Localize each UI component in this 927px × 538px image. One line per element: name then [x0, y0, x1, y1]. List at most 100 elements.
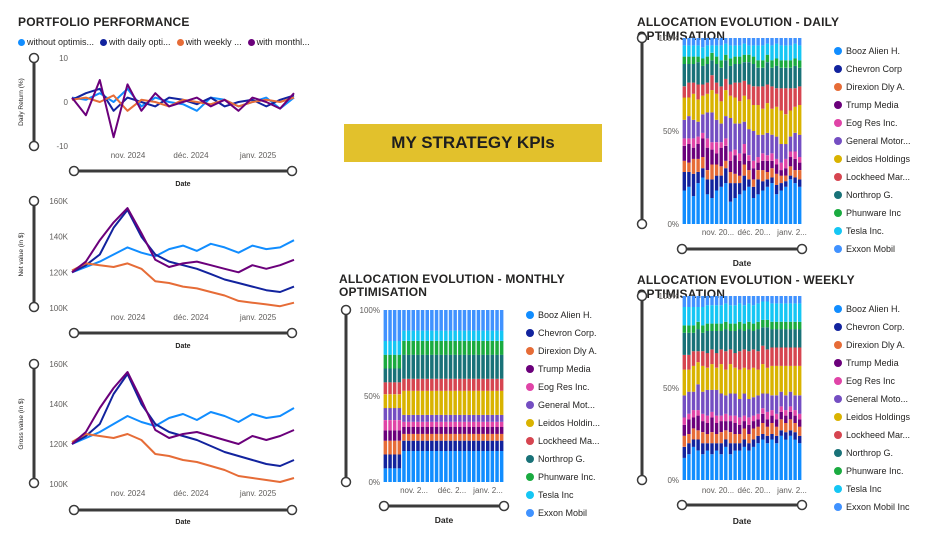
bar-segment [798, 435, 802, 444]
bar-segment [728, 38, 733, 46]
monthly-allocation-chart[interactable]: 100% 50% 0% nov. 2... déc. 2... janv. 2... Dat… [334, 300, 534, 532]
bar-segment [774, 194, 779, 224]
legend-dot-icon [834, 137, 842, 145]
bar-segment [793, 43, 797, 59]
legend-item[interactable]: Leidos Holdings [834, 408, 910, 426]
legend-item[interactable]: Eog Res Inc [834, 372, 910, 390]
legend-item[interactable]: Direxion Dly A. [526, 342, 600, 360]
bar-segment [719, 38, 723, 46]
bar-segment [756, 329, 760, 352]
legend-item[interactable]: Eog Res Inc. [526, 378, 600, 396]
bar-segment [738, 321, 742, 330]
bar-segment [402, 378, 406, 391]
legend-item[interactable]: Northrop G. [834, 444, 910, 462]
legend-item[interactable]: without optimis... [18, 37, 94, 47]
bar-segment [719, 421, 723, 433]
legend-item[interactable]: Lockheed Ma... [526, 432, 600, 450]
bar-segment [476, 390, 481, 415]
bar-segment [728, 58, 733, 66]
legend-item[interactable]: Northrop G. [526, 450, 600, 468]
bar-segment [687, 45, 691, 57]
bar-segment [453, 390, 457, 415]
legend-item[interactable]: Exxon Mobil Inc [834, 498, 910, 516]
legend-item[interactable]: Booz Alien H. [834, 42, 911, 60]
bar-segment [448, 421, 453, 427]
bar-segment [788, 391, 793, 407]
legend-item[interactable]: Booz Alien H. [834, 300, 910, 318]
portfolio-legend[interactable]: without optimis... with daily opti... with… [18, 37, 316, 47]
legend-item[interactable]: Chevron Corp [834, 60, 911, 78]
legend-item[interactable]: General Mot... [526, 396, 600, 414]
bar-segment [453, 421, 457, 427]
legend-item[interactable]: Direxion Dly A. [834, 336, 910, 354]
legend-item[interactable]: General Motor... [834, 132, 911, 150]
bar-segment [406, 378, 411, 391]
y-tick-label: 0% [368, 478, 380, 487]
legend-item[interactable]: Trump Media [526, 360, 600, 378]
legend-item[interactable]: Tesla Inc [834, 480, 910, 498]
bar-segment [705, 64, 710, 83]
legend-item[interactable]: Tesla Inc [526, 486, 600, 504]
bar-segment [448, 440, 453, 451]
bar-segment [761, 296, 765, 302]
bar-segment [448, 341, 453, 355]
slider-handle [676, 243, 688, 255]
bar-segment [696, 362, 700, 385]
bar-segment [383, 382, 388, 395]
bar-segment [742, 164, 746, 176]
legend-label: Tesla Inc [538, 490, 574, 500]
legend-item[interactable]: Tesla Inc. [834, 222, 911, 240]
legend-item[interactable]: with daily opti... [100, 37, 171, 47]
legend-item[interactable]: with weekly ... [176, 37, 242, 47]
gross-value-chart[interactable]: 160K 140K 120K 100K Gross value (in $) nov. 2… [0, 355, 320, 530]
legend-item[interactable]: Eog Res Inc. [834, 114, 911, 132]
legend-item[interactable]: Direxion Dly A. [834, 78, 911, 96]
bar-segment [710, 164, 714, 180]
bar-segment [705, 194, 710, 224]
legend-item[interactable]: General Moto... [834, 390, 910, 408]
bar-segment [784, 303, 788, 322]
legend-item[interactable]: Leidos Holdings [834, 150, 911, 168]
legend-item[interactable]: Exxon Mobil [834, 240, 911, 258]
legend-item[interactable]: Lockheed Mar... [834, 426, 910, 444]
bar-segment [784, 38, 788, 46]
bar-segment [798, 426, 802, 436]
legend-item[interactable]: Booz Alien H. [526, 306, 600, 324]
legend-item[interactable]: Chevron Corp. [834, 318, 910, 336]
legend-item[interactable]: Chevron Corp. [526, 324, 600, 342]
monthly-allocation-legend[interactable]: Booz Alien H. Chevron Corp. Direxion Dly A… [526, 306, 600, 522]
daily-allocation-chart[interactable]: 100% 50% 0% nov. 20... déc. 20... janv. 2... D… [630, 30, 830, 270]
weekly-allocation-legend[interactable]: Booz Alien H. Chevron Corp. Direxion Dly A… [834, 300, 910, 516]
x-axis-label: Date [175, 181, 190, 188]
weekly-allocation-chart[interactable]: 100% 50% 0% nov. 20... déc. 20... janv. 2... D… [630, 286, 830, 532]
bar-segment [788, 136, 793, 152]
bar-segment [499, 414, 504, 422]
slider-handle [28, 52, 40, 64]
bar-segment [793, 58, 797, 66]
legend-item[interactable]: Phunware Inc. [526, 468, 600, 486]
bar-segment [425, 427, 429, 434]
legend-item[interactable]: Northrop G. [834, 186, 911, 204]
daily-return-chart[interactable]: 10 0 -10 Daily Return (%) nov. 2024 déc. 2024… [0, 50, 320, 190]
bar-segment [701, 58, 705, 66]
bar-segment [751, 367, 756, 398]
legend-item[interactable]: Trump Media [834, 96, 911, 114]
net-value-chart[interactable]: 160K 140K 120K 100K Net value (in $) nov. 202… [0, 192, 320, 354]
legend-item[interactable]: Exxon Mobil [526, 504, 600, 522]
bar-segment [696, 329, 700, 352]
bar-segment [425, 390, 429, 415]
legend-item[interactable]: Phunware Inc. [834, 462, 910, 480]
legend-item[interactable]: with monthl... [247, 37, 310, 47]
bar-segment [486, 451, 490, 482]
bar-segment [439, 451, 443, 482]
legend-item[interactable]: Leidos Holdin... [526, 414, 600, 432]
bar-segment [425, 378, 429, 391]
legend-item[interactable]: Lockheed Mar... [834, 168, 911, 186]
bar-segment [765, 103, 770, 133]
legend-item[interactable]: Trump Media [834, 354, 910, 372]
bar-segment [472, 433, 476, 441]
daily-allocation-legend[interactable]: Booz Alien H. Chevron Corp Direxion Dly A.… [834, 42, 911, 258]
legend-item[interactable]: Phunware Inc [834, 204, 911, 222]
bar-segment [779, 175, 783, 183]
slider-handle [498, 500, 510, 512]
